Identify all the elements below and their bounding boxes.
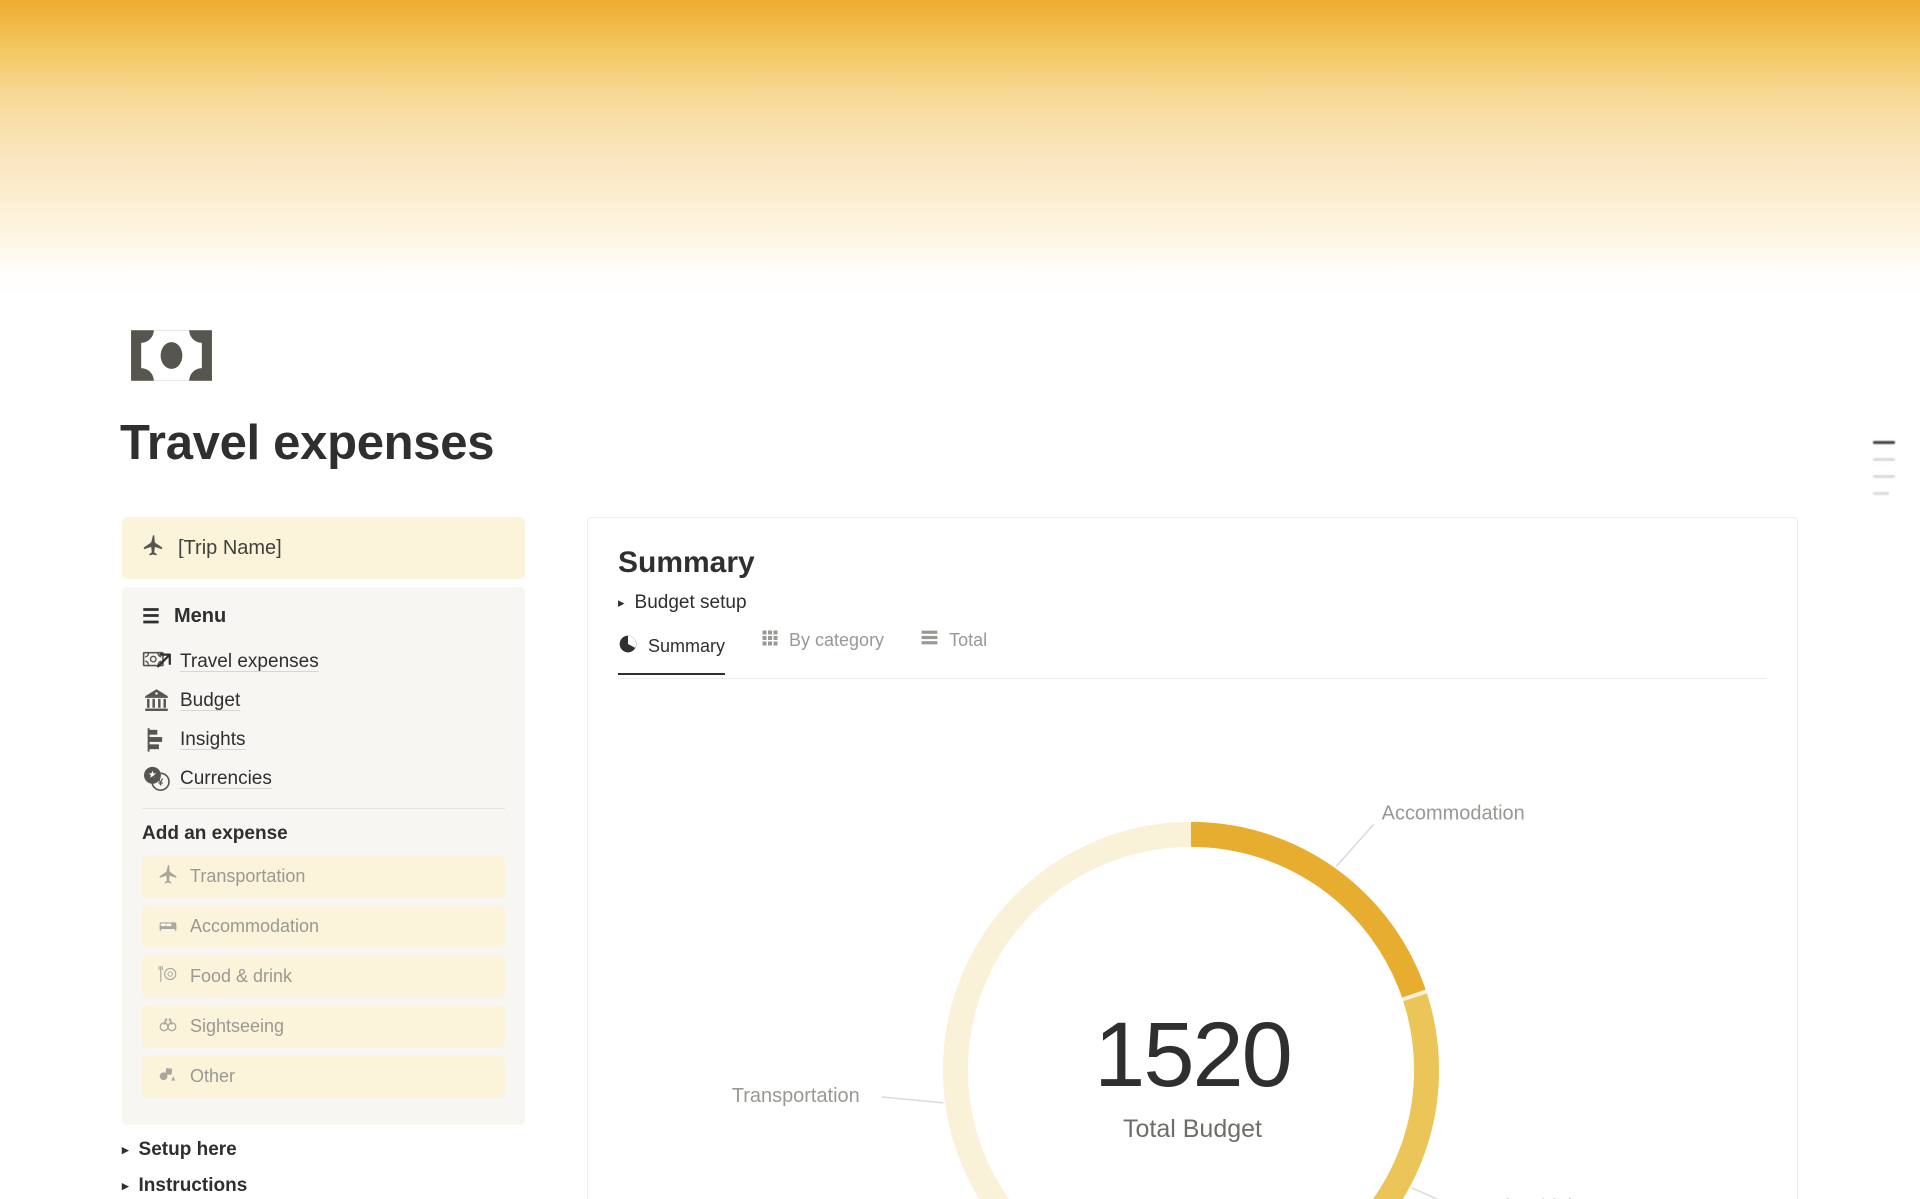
svg-text:Accommodation: Accommodation: [1382, 802, 1525, 824]
svg-text:¥: ¥: [158, 777, 164, 788]
svg-text:Transportation: Transportation: [732, 1085, 860, 1107]
